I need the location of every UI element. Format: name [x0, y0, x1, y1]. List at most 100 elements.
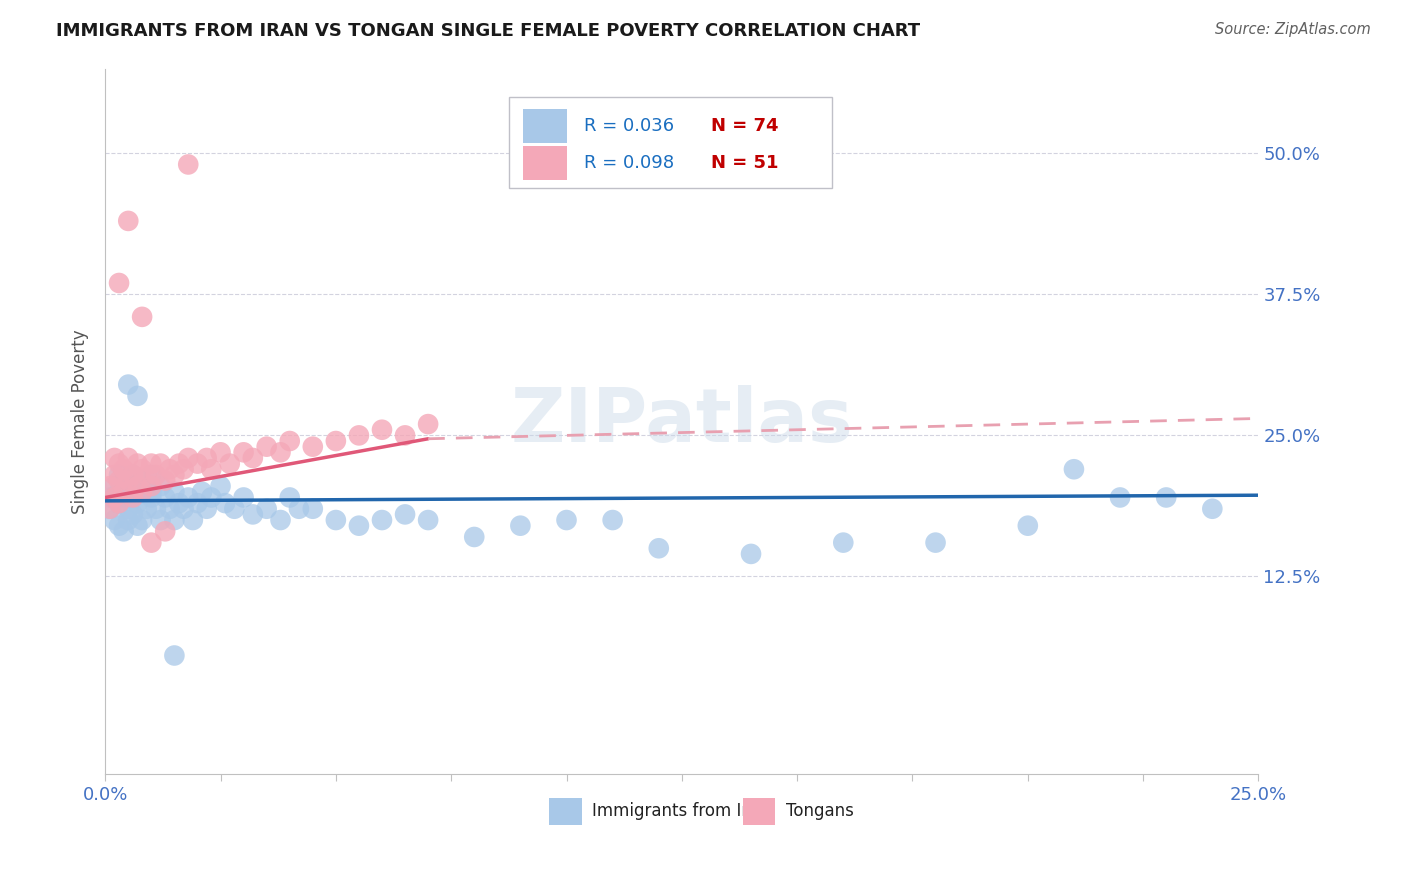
Point — [108, 518, 131, 533]
Point — [145, 467, 167, 482]
Point — [108, 484, 131, 499]
Point — [103, 491, 125, 505]
Point — [555, 513, 578, 527]
Point — [103, 491, 125, 505]
Point — [149, 513, 172, 527]
Point — [141, 484, 163, 499]
Point — [108, 457, 131, 471]
Point — [325, 513, 347, 527]
Point — [163, 467, 186, 482]
Point — [127, 479, 149, 493]
Point — [278, 491, 301, 505]
Point — [163, 648, 186, 663]
Point — [347, 518, 370, 533]
Point — [112, 474, 135, 488]
Point — [173, 462, 195, 476]
Text: ZIPatlas: ZIPatlas — [510, 384, 853, 458]
Point — [163, 484, 186, 499]
Text: IMMIGRANTS FROM IRAN VS TONGAN SINGLE FEMALE POVERTY CORRELATION CHART: IMMIGRANTS FROM IRAN VS TONGAN SINGLE FE… — [56, 22, 921, 40]
Point — [256, 440, 278, 454]
Point — [167, 457, 190, 471]
FancyBboxPatch shape — [523, 146, 567, 180]
Point — [159, 501, 181, 516]
Point — [301, 501, 323, 516]
Text: Source: ZipAtlas.com: Source: ZipAtlas.com — [1215, 22, 1371, 37]
Point — [153, 474, 176, 488]
Point — [218, 457, 240, 471]
Point — [163, 513, 186, 527]
Text: Tongans: Tongans — [786, 803, 853, 821]
Point — [108, 467, 131, 482]
Point — [232, 491, 254, 505]
Point — [103, 479, 125, 493]
Point — [141, 457, 163, 471]
Point — [149, 457, 172, 471]
Point — [924, 535, 946, 549]
Point — [832, 535, 855, 549]
Point — [103, 450, 125, 465]
Point — [1154, 491, 1177, 505]
Point — [127, 518, 149, 533]
Point — [167, 496, 190, 510]
Point — [117, 450, 139, 465]
FancyBboxPatch shape — [742, 798, 775, 825]
Point — [195, 501, 218, 516]
Point — [648, 541, 671, 556]
Point — [135, 484, 157, 499]
Point — [153, 524, 176, 539]
Point — [98, 479, 121, 493]
Point — [117, 214, 139, 228]
Point — [270, 513, 292, 527]
Point — [103, 513, 125, 527]
Point — [463, 530, 485, 544]
Point — [740, 547, 762, 561]
Point — [416, 513, 439, 527]
Point — [112, 524, 135, 539]
Point — [177, 450, 200, 465]
Point — [173, 501, 195, 516]
Point — [112, 484, 135, 499]
Point — [141, 467, 163, 482]
Point — [1109, 491, 1132, 505]
Point — [224, 501, 246, 516]
Point — [108, 474, 131, 488]
Point — [186, 457, 208, 471]
Point — [256, 501, 278, 516]
Point — [347, 428, 370, 442]
Point — [108, 496, 131, 510]
Point — [122, 491, 145, 505]
Point — [127, 496, 149, 510]
Point — [371, 513, 394, 527]
Point — [141, 479, 163, 493]
Point — [394, 428, 416, 442]
Point — [181, 513, 204, 527]
Point — [186, 496, 208, 510]
Point — [117, 479, 139, 493]
Point — [103, 467, 125, 482]
Point — [131, 474, 153, 488]
Point — [98, 491, 121, 505]
Point — [1201, 501, 1223, 516]
FancyBboxPatch shape — [550, 798, 582, 825]
Point — [112, 462, 135, 476]
Point — [122, 508, 145, 522]
Point — [131, 513, 153, 527]
Point — [301, 440, 323, 454]
Point — [108, 496, 131, 510]
Point — [278, 434, 301, 448]
Point — [127, 457, 149, 471]
Point — [117, 474, 139, 488]
Point — [159, 462, 181, 476]
Point — [242, 508, 264, 522]
Point — [602, 513, 624, 527]
Point — [1017, 518, 1039, 533]
Point — [209, 445, 232, 459]
Text: R = 0.098: R = 0.098 — [583, 154, 673, 172]
Text: N = 74: N = 74 — [710, 117, 778, 135]
Point — [117, 501, 139, 516]
Point — [149, 479, 172, 493]
Point — [127, 479, 149, 493]
Point — [108, 276, 131, 290]
Point — [242, 450, 264, 465]
Point — [135, 501, 157, 516]
